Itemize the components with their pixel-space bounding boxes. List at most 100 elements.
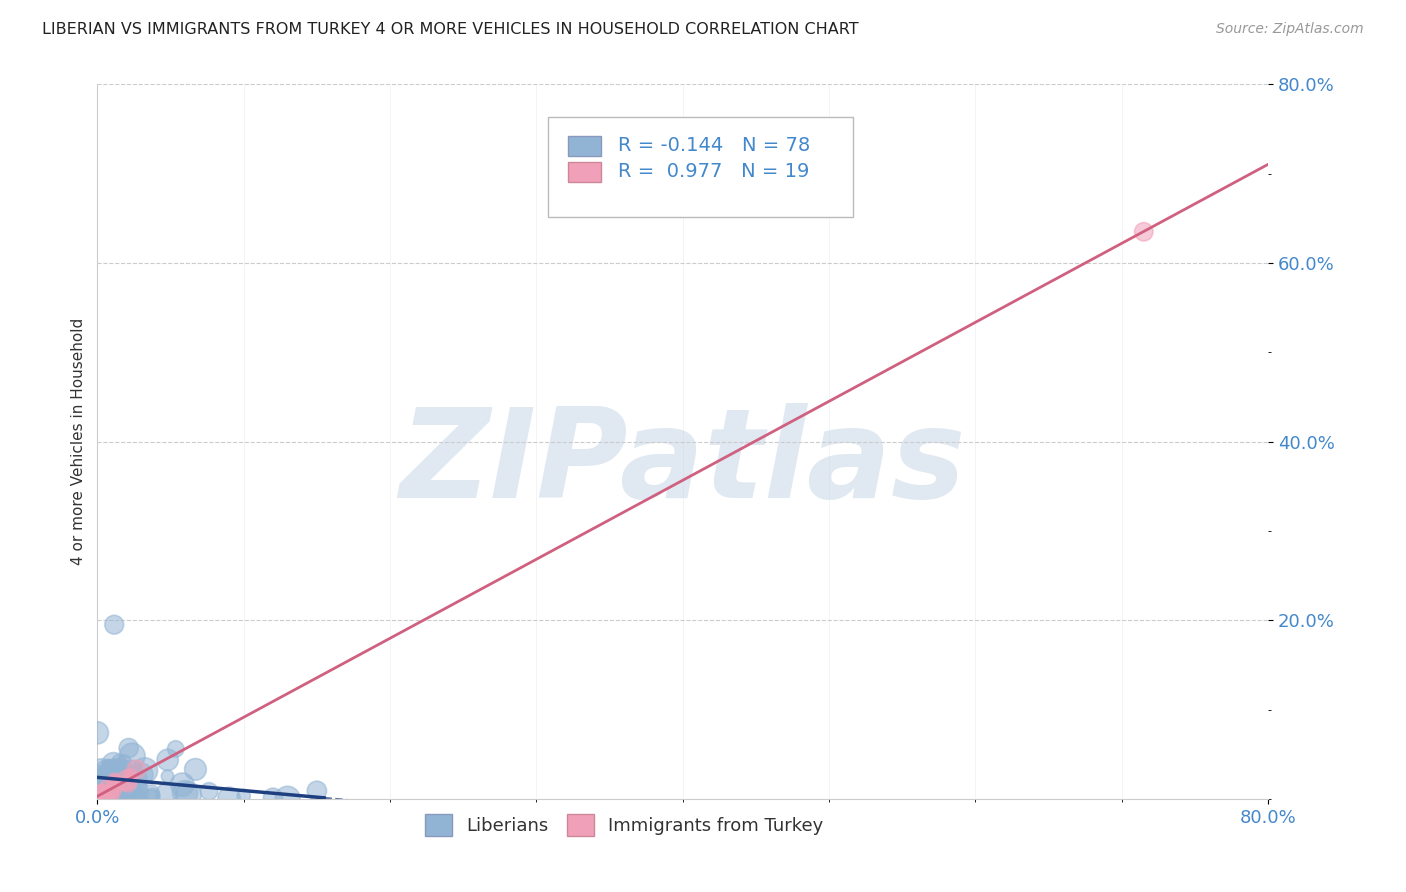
Point <box>105 791 128 805</box>
Point <box>121 749 143 764</box>
Text: Source: ZipAtlas.com: Source: ZipAtlas.com <box>1216 22 1364 37</box>
Point <box>120 768 142 782</box>
Point <box>165 742 187 756</box>
Point <box>118 741 141 756</box>
Point <box>104 778 127 792</box>
Point <box>100 789 122 804</box>
Point <box>184 763 207 777</box>
Point <box>198 784 221 798</box>
Point <box>118 769 141 783</box>
Point <box>89 780 111 795</box>
Point <box>218 791 240 805</box>
Point <box>87 769 110 783</box>
Point <box>97 780 120 795</box>
Point <box>112 789 135 803</box>
Point <box>93 781 115 796</box>
Point <box>142 789 165 803</box>
Point <box>98 760 121 774</box>
Point <box>97 791 120 805</box>
Point <box>111 790 134 805</box>
Point <box>134 764 156 778</box>
Point <box>127 790 149 805</box>
Point <box>104 774 127 789</box>
Point <box>107 781 129 796</box>
Point <box>91 788 114 802</box>
Point <box>174 786 197 800</box>
Point <box>177 788 200 802</box>
Point <box>87 791 110 805</box>
Point <box>89 789 111 803</box>
Point <box>120 781 142 796</box>
Point <box>120 765 142 780</box>
FancyBboxPatch shape <box>568 161 600 182</box>
Point <box>124 772 146 787</box>
Point <box>172 778 194 792</box>
Y-axis label: 4 or more Vehicles in Household: 4 or more Vehicles in Household <box>72 318 86 566</box>
Point <box>96 789 118 804</box>
Point <box>118 784 141 798</box>
Point <box>117 776 139 790</box>
Text: LIBERIAN VS IMMIGRANTS FROM TURKEY 4 OR MORE VEHICLES IN HOUSEHOLD CORRELATION C: LIBERIAN VS IMMIGRANTS FROM TURKEY 4 OR … <box>42 22 859 37</box>
Point <box>108 778 131 792</box>
Point <box>86 726 108 740</box>
Point <box>141 786 163 800</box>
Point <box>101 783 124 797</box>
Point <box>103 617 125 632</box>
Point <box>89 792 111 806</box>
Point <box>100 779 122 793</box>
Point <box>104 787 127 801</box>
Point <box>105 775 128 789</box>
Point <box>122 789 145 803</box>
Point <box>305 784 328 798</box>
Point <box>98 782 121 797</box>
Point <box>131 767 153 781</box>
Point <box>94 772 117 787</box>
Point <box>107 785 129 799</box>
Point <box>112 755 135 769</box>
Point <box>232 789 254 803</box>
Point <box>101 764 124 778</box>
Point <box>277 791 299 805</box>
Point <box>90 763 112 777</box>
Point <box>90 789 112 803</box>
Point <box>156 787 179 801</box>
Point <box>104 775 127 789</box>
Point <box>262 790 284 805</box>
Point <box>108 772 131 787</box>
Point <box>89 780 111 795</box>
Point <box>100 766 122 780</box>
Point <box>96 764 118 779</box>
Point <box>124 789 146 804</box>
Point <box>1132 225 1154 239</box>
Point <box>105 761 128 775</box>
Point <box>112 776 135 790</box>
Point <box>103 757 125 772</box>
Point <box>101 789 124 804</box>
Text: R =  0.977   N = 19: R = 0.977 N = 19 <box>619 162 810 181</box>
Point <box>96 778 118 792</box>
Point <box>139 791 162 805</box>
Point <box>91 785 114 799</box>
Point <box>125 762 148 776</box>
Point <box>94 780 117 795</box>
Point <box>93 789 115 804</box>
Point <box>129 782 152 797</box>
Point <box>91 776 114 790</box>
Point <box>108 785 131 799</box>
Point <box>108 755 131 769</box>
FancyBboxPatch shape <box>548 117 852 217</box>
Point <box>115 772 138 787</box>
Text: R = -0.144   N = 78: R = -0.144 N = 78 <box>619 136 811 155</box>
Point <box>89 786 111 800</box>
Point <box>93 772 115 786</box>
Point <box>93 789 115 803</box>
Text: ZIPatlas: ZIPatlas <box>399 402 966 524</box>
Point <box>156 753 179 767</box>
Point <box>115 791 138 805</box>
Point <box>104 762 127 776</box>
Point <box>97 758 120 772</box>
Point <box>110 764 132 778</box>
Point <box>100 768 122 782</box>
Point <box>125 789 148 803</box>
Point <box>89 789 111 804</box>
